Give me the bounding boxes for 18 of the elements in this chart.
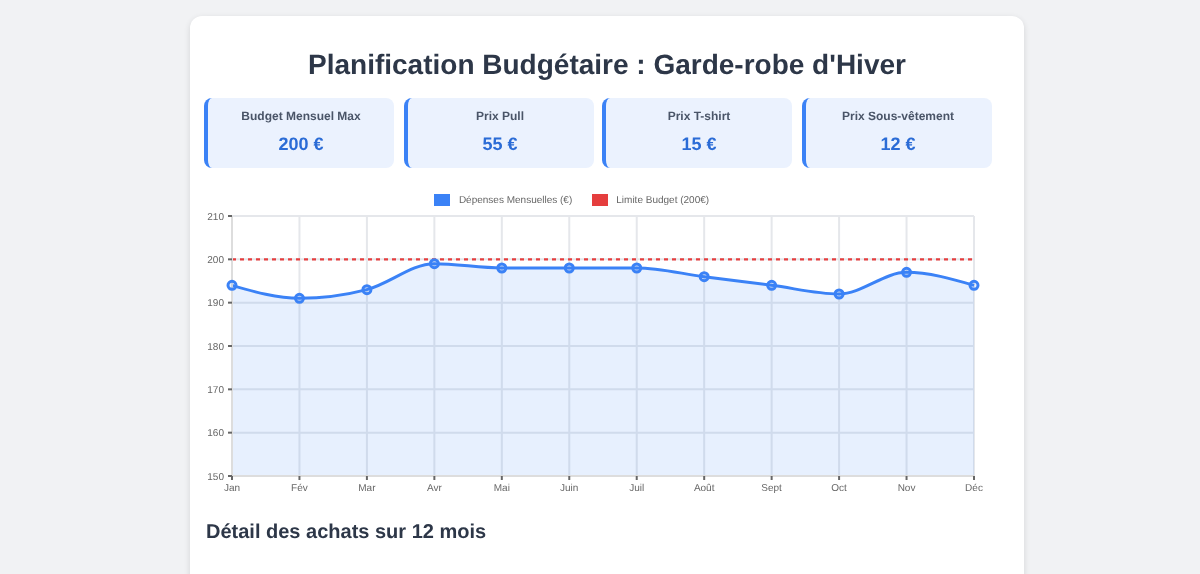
point <box>428 258 440 270</box>
text: Détail des achats sur 12 mois <box>206 522 487 544</box>
point <box>833 288 845 300</box>
point <box>901 266 913 278</box>
text: 12 € <box>878 134 918 154</box>
text: 200 € <box>276 134 326 154</box>
point <box>698 271 710 283</box>
point <box>226 279 238 291</box>
point <box>293 292 305 304</box>
text: 55 € <box>480 134 520 154</box>
point <box>766 279 778 291</box>
point <box>631 262 643 274</box>
point <box>496 262 508 274</box>
point <box>563 262 575 274</box>
point <box>361 284 373 296</box>
point <box>968 279 980 291</box>
chart-title: Planification Budgétaire : Garde-robe d'Hiver <box>306 48 908 80</box>
text: 15 € <box>679 134 719 154</box>
